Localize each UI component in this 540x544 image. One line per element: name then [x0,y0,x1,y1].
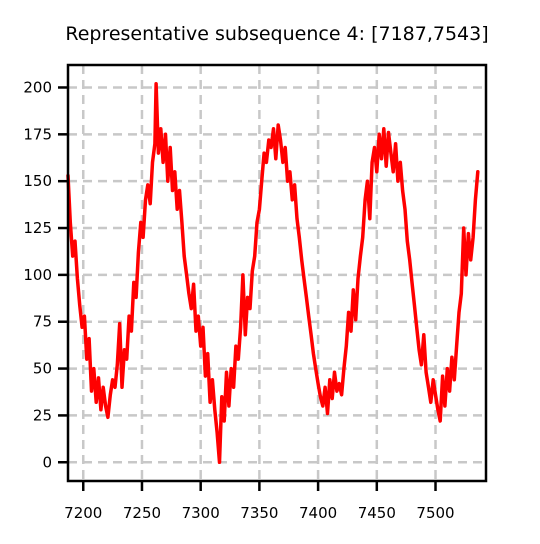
x-tick-label: 7300 [182,504,220,522]
y-tick-label: 25 [33,406,52,424]
chart-title: Representative subsequence 4: [7187,7543… [65,23,488,45]
series-line [66,81,480,465]
plot-frame [66,63,488,483]
y-axis: 0 25 50 75 100 125 150 175 200 [23,78,68,471]
y-tick-label: 0 [42,453,52,471]
x-tick-label: 7400 [299,504,337,522]
x-tick-label: 7500 [416,504,454,522]
y-tick-label: 200 [23,78,52,96]
x-axis: 7200 7250 7300 7350 7400 7450 7500 [64,481,455,522]
series-group [66,81,480,465]
y-tick-label: 150 [23,172,52,190]
y-tick-label: 50 [33,360,52,378]
x-tick-label: 7450 [358,504,396,522]
x-tick-label: 7350 [240,504,278,522]
y-tick-label: 75 [33,313,52,331]
grid-lines [68,65,486,481]
x-tick-label: 7200 [64,504,102,522]
y-tick-label: 175 [23,125,52,143]
x-tick-label: 7250 [123,504,161,522]
y-tick-label: 100 [23,266,52,284]
y-tick-label: 125 [23,219,52,237]
